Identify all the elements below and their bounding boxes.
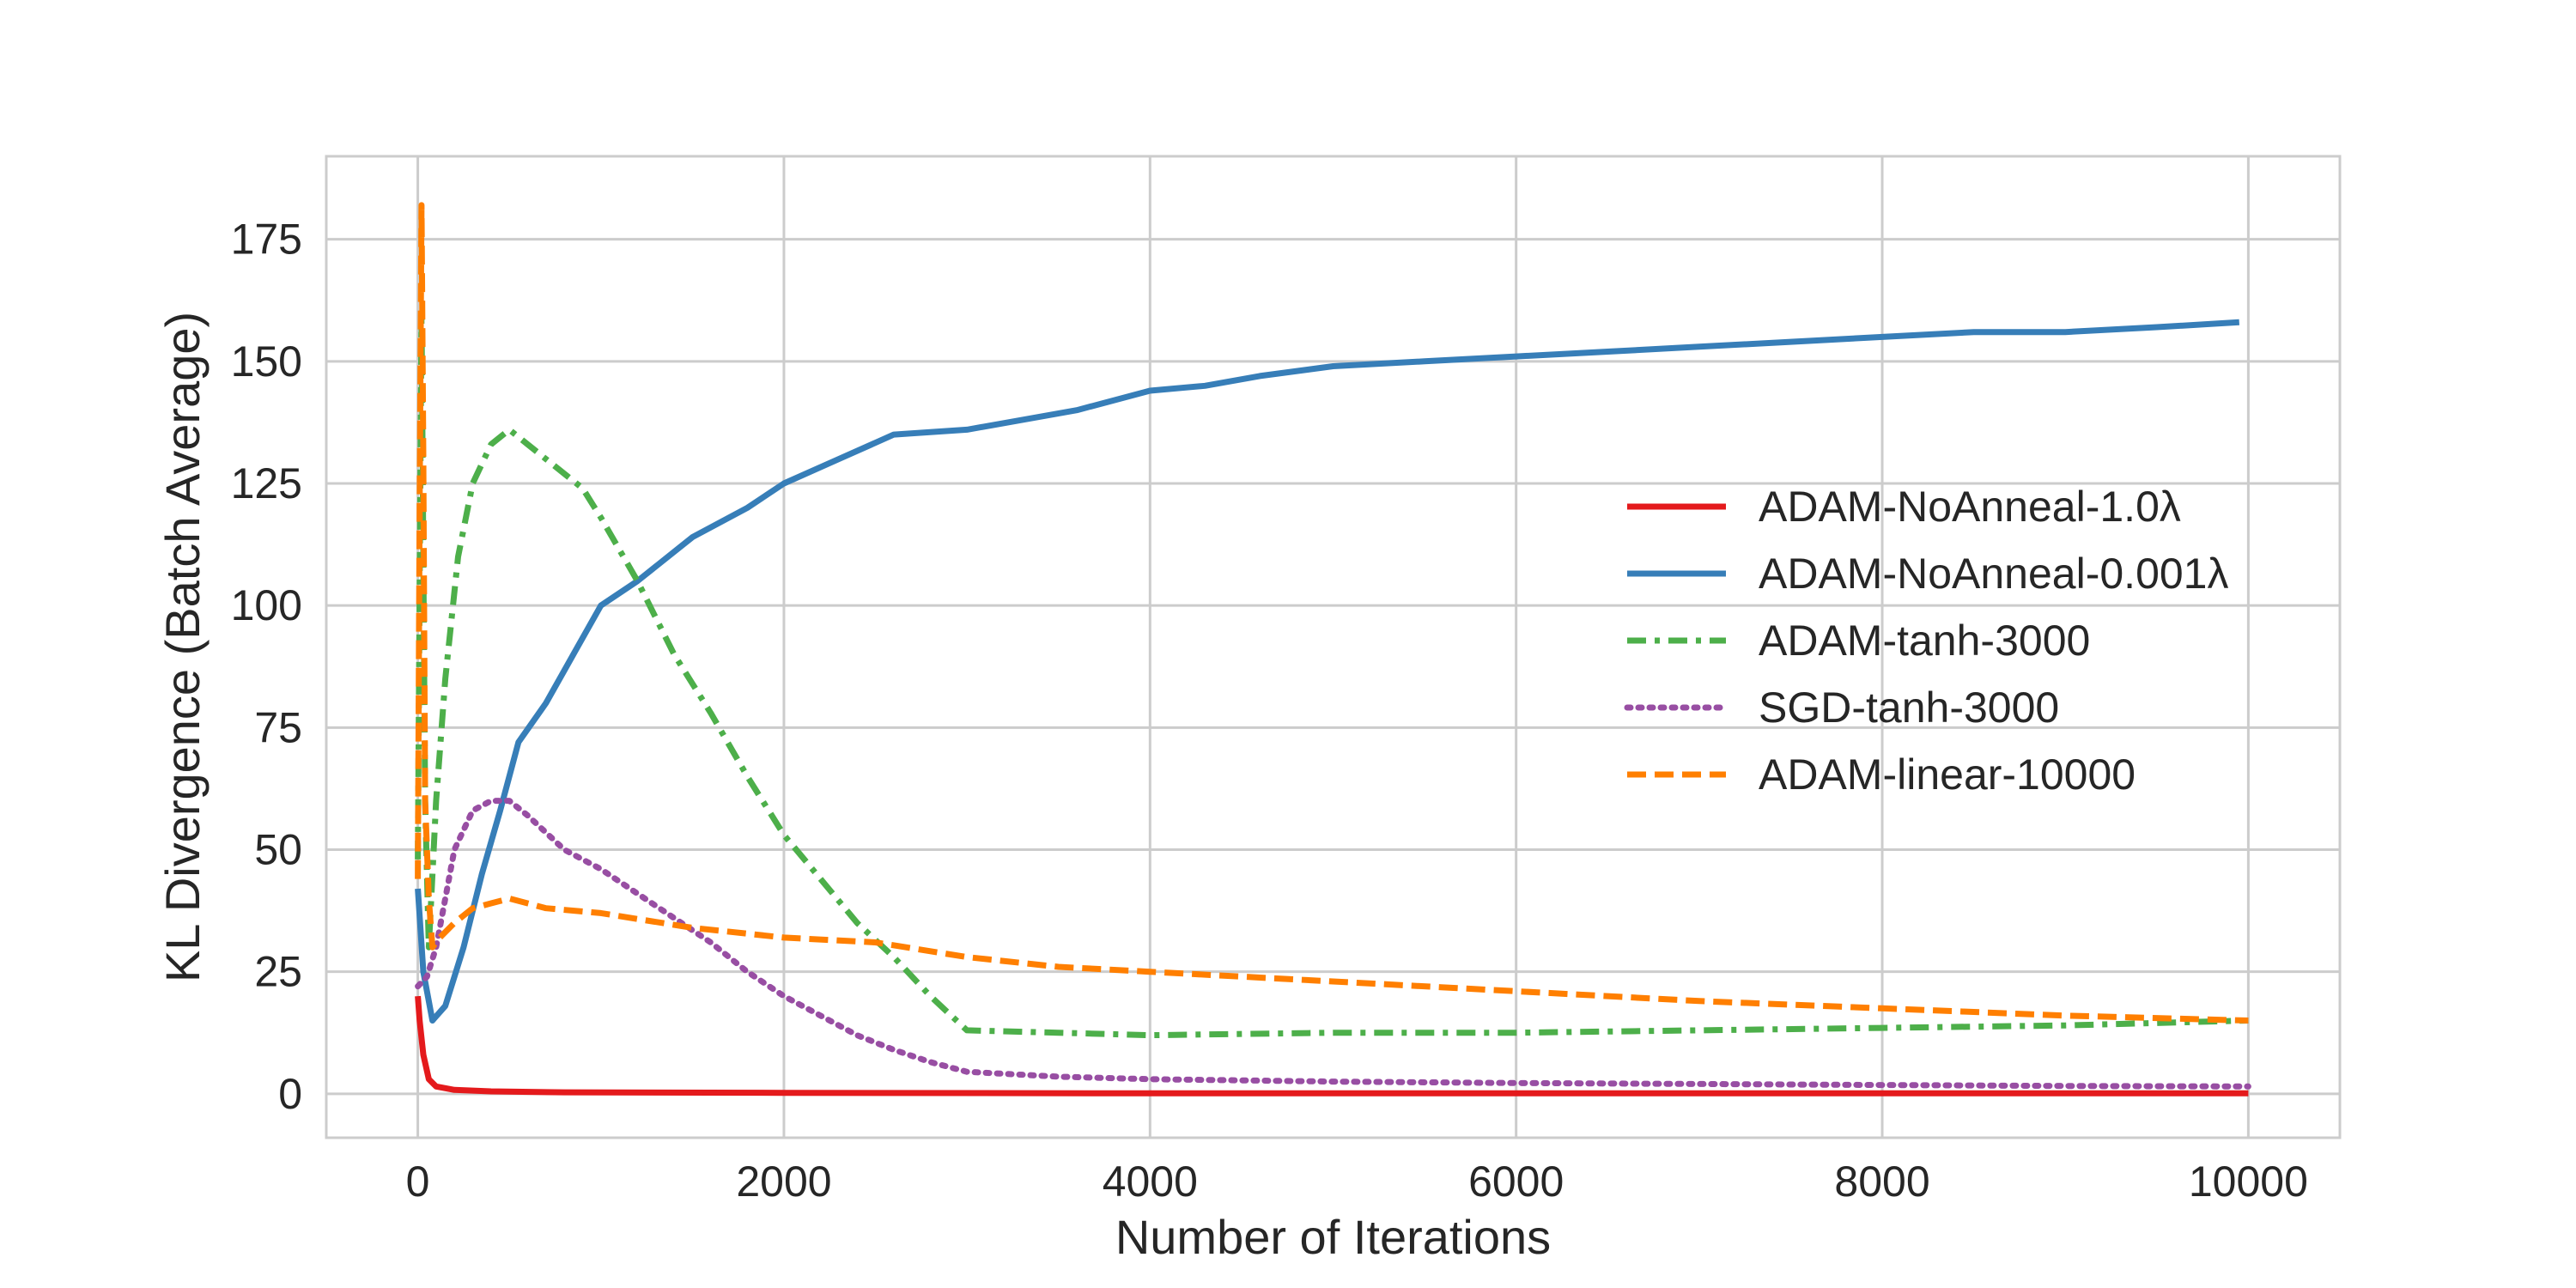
x-tick-label: 8000	[1834, 1157, 1929, 1206]
plot-area	[326, 156, 2340, 1138]
series-line-4	[415, 798, 2251, 1090]
x-tick-label: 6000	[1468, 1157, 1564, 1206]
y-tick-label: 50	[254, 825, 302, 873]
tick-labels: 0 2000 4000 6000 8000 10000 0 25 50 75 100 125 150 17…	[231, 216, 2308, 1206]
legend-label: SGD-tanh-3000	[1759, 683, 2059, 732]
x-tick-label: 2000	[736, 1157, 831, 1206]
y-tick-label: 25	[254, 948, 302, 996]
legend-label: ADAM-NoAnneal-1.0λ	[1759, 483, 2181, 531]
y-axis-label: KL Divergence (Batch Average)	[155, 312, 210, 982]
series-line-3	[415, 309, 2249, 1039]
x-axis-label: Number of Iterations	[1115, 1210, 1551, 1264]
legend-label: ADAM-linear-10000	[1759, 750, 2136, 799]
y-tick-label: 175	[231, 216, 302, 264]
series-line-1	[415, 995, 2249, 1097]
y-tick-label: 125	[231, 459, 302, 507]
y-tick-label: 0	[278, 1070, 302, 1118]
legend-label: ADAM-tanh-3000	[1759, 617, 2090, 665]
y-tick-label: 75	[254, 703, 302, 751]
series-line-5	[415, 202, 2249, 1024]
legend-label: ADAM-NoAnneal-0.001λ	[1759, 550, 2229, 598]
series-line-2	[415, 319, 2240, 1024]
x-tick-label: 4000	[1103, 1157, 1198, 1206]
series-layer	[415, 202, 2251, 1097]
plot-frame	[325, 155, 2342, 1139]
x-tick-label: 10000	[2189, 1157, 2308, 1206]
x-tick-label: 0	[406, 1157, 430, 1206]
legend: ADAM-NoAnneal-1.0λ ADAM-NoAnneal-0.001λ AD…	[1624, 483, 2229, 799]
y-tick-label: 150	[231, 337, 302, 386]
y-tick-label: 100	[231, 581, 302, 629]
